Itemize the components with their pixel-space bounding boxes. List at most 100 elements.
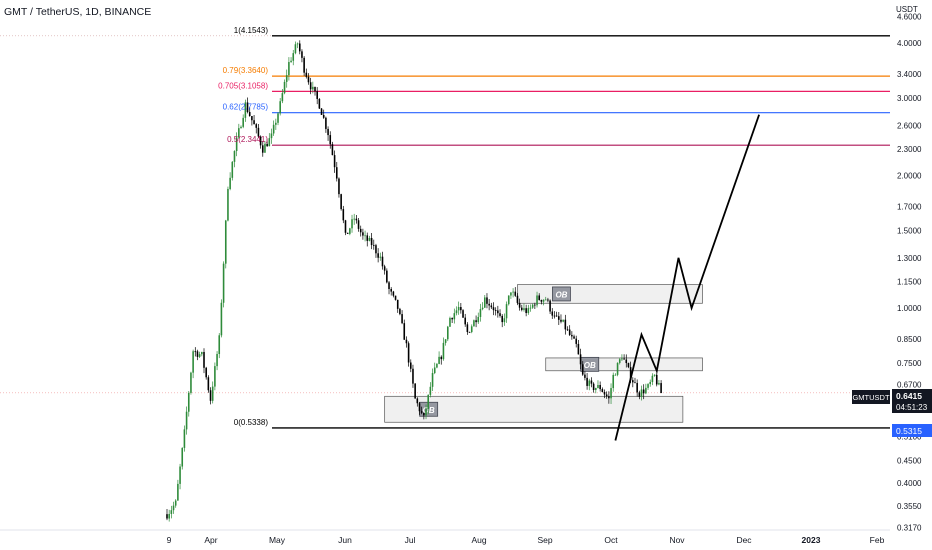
candle-body xyxy=(518,302,521,308)
candle-body xyxy=(645,387,647,394)
candle-body xyxy=(562,319,564,322)
candle-body xyxy=(177,483,179,501)
candle-body xyxy=(542,299,545,302)
candle-body xyxy=(531,304,534,308)
candle-body xyxy=(238,128,240,138)
candle-body xyxy=(292,53,295,61)
y-tick-label: 1.0000 xyxy=(897,304,922,313)
candle-body xyxy=(183,429,186,448)
candle-body xyxy=(379,256,382,258)
candle-body xyxy=(368,237,371,241)
candle-body xyxy=(194,351,197,353)
candle-body xyxy=(442,342,445,360)
candle-body xyxy=(277,113,279,123)
candle-body xyxy=(632,380,634,383)
candle-body xyxy=(614,374,617,376)
candle-body xyxy=(501,315,504,323)
candle-body xyxy=(660,383,662,394)
candle-body xyxy=(338,178,340,195)
candle-body xyxy=(568,329,571,335)
fib-level-label: 0.5(2.3441) xyxy=(227,135,268,144)
y-tick-label: 1.5000 xyxy=(897,226,922,235)
candle-body xyxy=(560,319,562,322)
fib-level-label: 1(4.1543) xyxy=(234,26,269,35)
x-tick-label: May xyxy=(269,535,286,545)
candle-body xyxy=(357,220,360,229)
candle-body xyxy=(244,102,247,118)
candle-body xyxy=(455,310,458,314)
fib-level-label: 0(0.5338) xyxy=(234,418,269,427)
candle-body xyxy=(303,57,305,73)
candle-body xyxy=(290,60,292,63)
candle-body xyxy=(658,383,660,385)
candle-body xyxy=(259,136,262,146)
y-tick-label: 1.3000 xyxy=(897,254,922,263)
candle-body xyxy=(468,332,471,333)
candle-body xyxy=(599,385,601,390)
candle-body xyxy=(346,232,349,234)
candle-body xyxy=(353,218,355,220)
candle-body xyxy=(653,374,656,376)
candle-body xyxy=(601,389,604,392)
candle-body xyxy=(179,466,181,484)
candle-body xyxy=(420,411,423,413)
candle-body xyxy=(540,299,543,302)
candle-body xyxy=(623,358,625,360)
level-price-tag[interactable]: 0.5315 xyxy=(892,424,932,437)
candle-body xyxy=(507,295,510,305)
candle-body xyxy=(305,72,308,77)
candle-body xyxy=(547,299,549,301)
candle-body xyxy=(166,514,168,519)
candle-body xyxy=(233,151,236,162)
candle-body xyxy=(492,307,495,311)
fib-level-label: 0.705(3.1058) xyxy=(218,81,268,90)
candle-body xyxy=(514,291,517,296)
candle-body xyxy=(418,403,421,412)
candle-body xyxy=(218,335,221,354)
candle-body xyxy=(608,396,610,399)
candle-body xyxy=(536,295,538,306)
candle-body xyxy=(355,218,358,221)
candle-body xyxy=(316,91,318,99)
y-tick-label: 0.3170 xyxy=(897,524,922,533)
candle-body xyxy=(655,374,658,385)
candle-body xyxy=(464,317,467,325)
candle-body xyxy=(222,263,225,303)
candle-body xyxy=(364,235,366,237)
candle-body xyxy=(181,447,184,467)
candle-body xyxy=(298,43,301,52)
y-tick-label: 0.6700 xyxy=(897,381,922,390)
candle-body xyxy=(401,314,403,324)
candle-body xyxy=(534,304,536,306)
candle-body xyxy=(436,363,438,368)
candle-body xyxy=(544,299,547,301)
candle-body xyxy=(460,307,462,311)
candle-body xyxy=(246,102,249,112)
x-tick-label: 9 xyxy=(167,535,172,545)
candle-body xyxy=(362,232,364,236)
candle-body xyxy=(301,51,303,58)
candle-body xyxy=(296,43,299,45)
candle-body xyxy=(477,316,480,323)
y-tick-label: 0.7500 xyxy=(897,359,922,368)
candle-body xyxy=(333,155,336,168)
symbol-price-tag[interactable]: GMTUSDT 0.6415 04:51:23 xyxy=(852,389,932,413)
y-tick-label: 4.6000 xyxy=(897,12,922,21)
y-tick-label: 0.8500 xyxy=(897,335,922,344)
candle-body xyxy=(190,372,192,393)
candle-body xyxy=(318,98,321,109)
candle-body xyxy=(192,351,194,373)
y-tick-label: 0.4000 xyxy=(897,479,922,488)
y-tick-label: 4.0000 xyxy=(897,39,922,48)
candle-body xyxy=(592,383,595,391)
candle-body xyxy=(618,359,621,363)
candle-body xyxy=(549,300,551,312)
candle-body xyxy=(527,308,530,314)
candle-body xyxy=(309,82,312,90)
candle-body xyxy=(272,124,275,134)
candle-body xyxy=(235,137,238,152)
candle-body xyxy=(344,220,347,233)
candle-body xyxy=(451,317,453,320)
